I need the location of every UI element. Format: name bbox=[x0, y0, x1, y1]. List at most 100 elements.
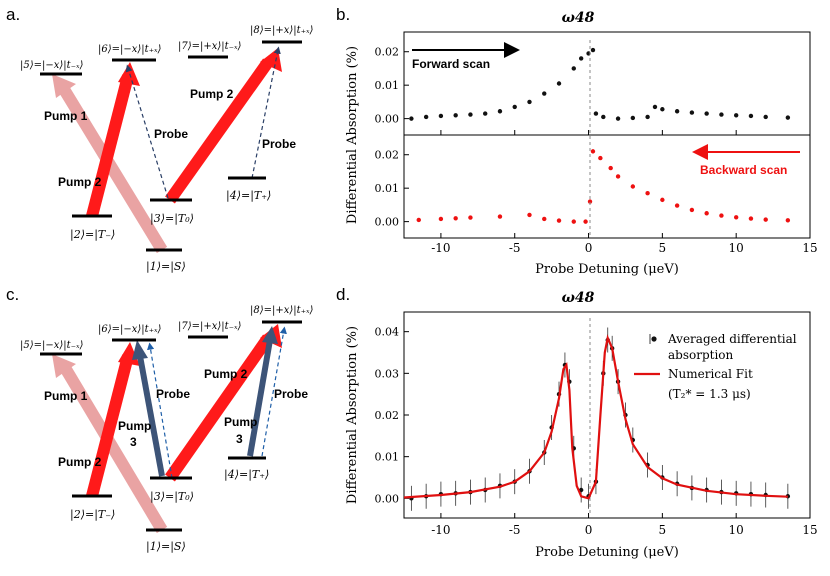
c-pump2-left-label: Pump 2 bbox=[58, 455, 102, 469]
chart-d-ytick-label: 0.04 bbox=[375, 326, 400, 339]
pump2-right-label: Pump 2 bbox=[190, 87, 234, 101]
backward-scan-point bbox=[468, 215, 473, 220]
state-3-label: |3⟩=|T₀⟩ bbox=[150, 212, 194, 226]
chart-d-xlabel: Probe Detuning (μeV) bbox=[535, 545, 679, 560]
backward-scan-point bbox=[497, 214, 503, 219]
chart-b-xtick-label: 10 bbox=[729, 241, 744, 255]
c-state-8-label: |8⟩=|+x⟩|t₊ₓ⟩ bbox=[250, 305, 314, 316]
c-pump2-right-arrow bbox=[165, 334, 273, 482]
chart-b-forward-series bbox=[409, 47, 791, 121]
chart-b-xtick-label: 0 bbox=[585, 241, 593, 255]
legend-entry3: (T₂* = 1.3 μs) bbox=[668, 387, 751, 401]
backward-scan-point bbox=[689, 207, 695, 213]
pump1-label: Pump 1 bbox=[44, 109, 88, 123]
chart-d-title: ω48 bbox=[562, 290, 595, 306]
chart-b-ytick-label: 0.00 bbox=[375, 113, 400, 126]
c-state-7-label: |7⟩=|+x⟩|t₋ₓ⟩ bbox=[178, 321, 242, 332]
panel-a-letter: a. bbox=[6, 5, 20, 24]
chart-b-xtick-label: 5 bbox=[659, 241, 667, 255]
chart-b-xtick-label: -10 bbox=[431, 241, 450, 255]
c-pump3-mid-num: 3 bbox=[130, 435, 137, 449]
panel-b-letter: b. bbox=[336, 5, 350, 24]
forward-scan-point bbox=[652, 104, 658, 110]
chart-b-ytick-label: 0.00 bbox=[375, 216, 400, 229]
forward-scan-point bbox=[593, 111, 599, 116]
backward-scan-point bbox=[645, 190, 650, 196]
forward-scan-label: Forward scan bbox=[412, 57, 490, 71]
backward-scan-point bbox=[763, 217, 768, 222]
chart-b-ytick-label: 0.01 bbox=[375, 182, 400, 195]
c-pump3-right-label: Pump bbox=[224, 415, 257, 429]
legend-points-marker bbox=[651, 336, 657, 342]
backward-scan-point bbox=[748, 216, 754, 221]
c-state-2-label: |2⟩=|T₋⟩ bbox=[70, 508, 115, 522]
c-pump3-right-num: 3 bbox=[236, 432, 243, 446]
backward-scan-point bbox=[674, 203, 680, 208]
backward-scan-point bbox=[704, 211, 709, 216]
forward-scan-point bbox=[512, 104, 517, 110]
c-pump1-label: Pump 1 bbox=[44, 389, 88, 403]
c-pump1-arrow bbox=[58, 362, 168, 534]
chart-d-ytick-label: 0.03 bbox=[375, 367, 400, 380]
forward-scan-point bbox=[497, 109, 503, 114]
c-probe-mid-label: Probe bbox=[156, 387, 190, 401]
forward-scan-point bbox=[733, 113, 739, 118]
forward-scan-point bbox=[556, 81, 562, 86]
forward-scan-point bbox=[483, 111, 488, 116]
forward-scan-point bbox=[704, 111, 709, 116]
state-4-label: |4⟩=|T₊⟩ bbox=[226, 189, 271, 203]
backward-scan-point bbox=[590, 149, 596, 154]
forward-scan-point bbox=[674, 109, 680, 114]
forward-scan-point bbox=[763, 114, 768, 120]
probe-right-arrow bbox=[251, 46, 281, 179]
c-probe-right-label: Probe bbox=[274, 387, 308, 401]
panel-b: b. ω48 -10 -5 0 5 10 15 0.00 0.01 0.02 0.00 0.01 0.… bbox=[336, 5, 818, 277]
chart-d-xtick-label: 0 bbox=[585, 523, 593, 537]
chart-d-fit-line bbox=[403, 334, 788, 500]
forward-scan-point bbox=[645, 114, 650, 120]
backward-scan-point bbox=[583, 219, 588, 224]
forward-scan-point bbox=[423, 114, 429, 120]
backward-scan-point bbox=[660, 197, 665, 203]
pump2-left-arrowhead bbox=[118, 62, 140, 86]
c-state-1-label: |1⟩=|S⟩ bbox=[146, 540, 186, 554]
panel-a: a. |1⟩=|S⟩ |2⟩=|T₋⟩ |3⟩=|T₀⟩ |4⟩=|T₊⟩ |5… bbox=[6, 5, 314, 274]
c-state-5-label: |5⟩=|−x⟩|t₋ₓ⟩ bbox=[20, 340, 84, 351]
legend-entry1-line1: Averaged differential bbox=[667, 332, 797, 346]
chart-b-title: ω48 bbox=[562, 10, 595, 26]
forward-scan-point bbox=[578, 56, 584, 61]
chart-b-ticks: -10 -5 0 5 10 15 0.00 0.01 0.02 0.00 0.01 0.02 bbox=[375, 46, 818, 255]
probe-mid-arrow bbox=[125, 64, 169, 199]
c-state-6-label: |6⟩=|−x⟩|t₊ₓ⟩ bbox=[98, 324, 162, 335]
pump1-arrow bbox=[56, 82, 168, 254]
c-pump3-mid-arrow bbox=[137, 355, 165, 477]
c-pump2-right-label: Pump 2 bbox=[204, 367, 248, 381]
pump2-right-arrow bbox=[165, 58, 273, 204]
forward-scan-point bbox=[571, 66, 576, 71]
chart-b-ytick-label: 0.02 bbox=[375, 46, 400, 59]
state-6-label: |6⟩=|−x⟩|t₊ₓ⟩ bbox=[98, 44, 162, 55]
c-probe-mid-arrow bbox=[147, 342, 173, 479]
forward-scan-point bbox=[468, 112, 473, 117]
forward-scan-point bbox=[719, 112, 724, 117]
c-pump3-right-arrowhead bbox=[262, 326, 278, 344]
backward-scan-point bbox=[571, 219, 576, 224]
pump1-arrowhead bbox=[52, 74, 76, 98]
chart-d-xtick-label: 15 bbox=[802, 523, 817, 537]
backward-scan-point bbox=[785, 218, 791, 223]
legend-entry1-line2: absorption bbox=[668, 348, 734, 362]
chart-d-ylabel: Differential Absorption (%) bbox=[345, 326, 360, 504]
state-1-label: |1⟩=|S⟩ bbox=[146, 260, 186, 274]
backward-scan-label: Backward scan bbox=[700, 163, 787, 177]
c-state-4-label: |4⟩=|T₊⟩ bbox=[224, 468, 269, 482]
c-pump2-left-arrow bbox=[86, 354, 134, 498]
backward-scan-point bbox=[719, 213, 724, 218]
backward-scan-point bbox=[587, 199, 593, 204]
state-5-label: |5⟩=|−x⟩|t₋ₓ⟩ bbox=[20, 60, 84, 71]
state-2-label: |2⟩=|T₋⟩ bbox=[70, 228, 115, 242]
forward-scan-point bbox=[453, 113, 458, 118]
pump2-left-arrow bbox=[86, 74, 134, 218]
backward-scan-point bbox=[630, 184, 636, 189]
backward-scan-point bbox=[556, 218, 562, 223]
